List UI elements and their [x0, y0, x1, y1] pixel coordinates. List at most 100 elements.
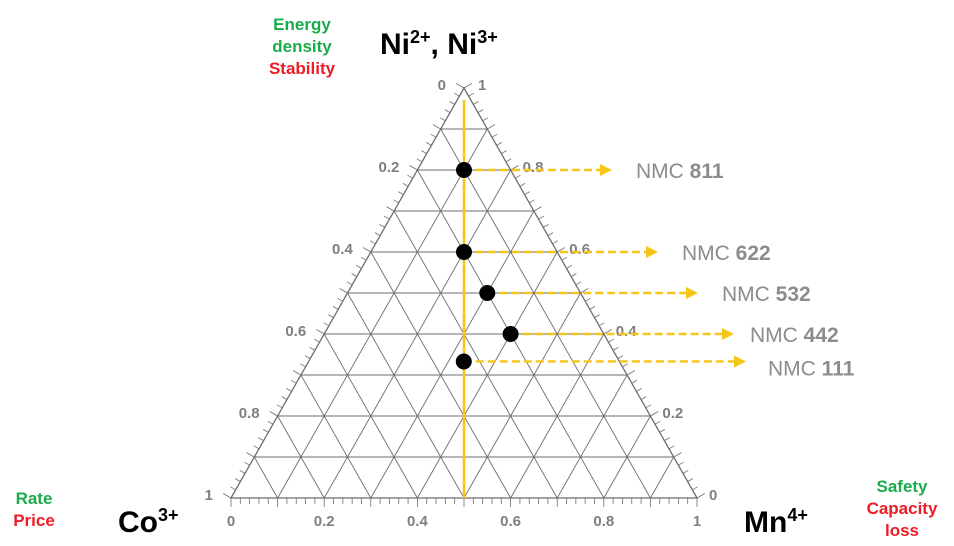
tick-mark	[515, 174, 521, 179]
tick-mark	[692, 486, 698, 491]
composition-point	[502, 326, 519, 342]
tick-mark	[356, 265, 362, 269]
tick-mark	[524, 191, 530, 195]
tick-mark	[300, 363, 306, 368]
tick-mark	[246, 452, 255, 458]
tick-mark	[304, 355, 311, 359]
top-apex-element: Ni	[380, 28, 410, 61]
grid-line	[277, 415, 325, 499]
tick-mark	[409, 165, 418, 171]
right-apex-label: Mn4+	[744, 506, 808, 540]
left-edge-tick-label: 1	[205, 487, 213, 504]
right-negative-line-1: Capacity	[866, 499, 938, 518]
top-positive-line-1: Energy	[273, 15, 331, 34]
tick-mark	[482, 117, 489, 122]
tick-mark	[496, 142, 503, 146]
composition-point	[456, 162, 472, 178]
top-properties: Energy density Stability	[252, 14, 352, 80]
composition-guides	[462, 100, 746, 498]
tick-mark	[696, 493, 706, 499]
tick-mark	[323, 322, 330, 327]
tick-mark	[631, 379, 638, 384]
tick-mark	[328, 314, 334, 318]
tick-mark	[449, 101, 455, 105]
composition-label-code: 622	[736, 242, 771, 265]
composition-label-prefix: NMC	[722, 283, 776, 306]
tick-mark	[425, 142, 432, 146]
bottom-edge-tick-label: 0	[227, 513, 235, 530]
tick-mark	[570, 273, 577, 277]
arrow-head-icon	[600, 164, 612, 176]
right-edge-tick-label: 0.2	[662, 405, 683, 422]
tick-mark	[589, 306, 596, 310]
tick-mark	[374, 232, 381, 236]
tick-mark	[258, 437, 264, 441]
top-positive-line-2: density	[272, 37, 332, 56]
tick-mark	[267, 420, 274, 425]
tick-mark	[309, 347, 316, 351]
tick-mark	[566, 265, 572, 269]
right-apex-ion: 4+	[787, 505, 808, 525]
tick-mark	[622, 363, 628, 368]
right-edge-tick-label: 0.8	[523, 159, 544, 176]
tick-mark	[384, 215, 390, 220]
grid-line	[347, 292, 465, 499]
left-apex-label: Co3+	[118, 506, 179, 540]
composition-label-code: 442	[804, 324, 839, 347]
tick-mark	[477, 109, 484, 113]
tick-mark	[510, 165, 519, 171]
composition-points	[455, 162, 519, 370]
top-apex-label: Ni2+, Ni3+	[380, 28, 498, 62]
grid-line	[393, 210, 558, 499]
tick-mark	[687, 478, 694, 482]
composition-label-code: 811	[690, 160, 724, 183]
tick-mark	[617, 355, 624, 359]
tick-mark	[402, 183, 409, 187]
tick-mark	[362, 247, 371, 253]
tick-mark	[276, 404, 283, 409]
grid-line	[370, 210, 535, 499]
composition-point	[479, 285, 496, 301]
tick-mark	[444, 109, 451, 113]
tick-mark	[487, 124, 496, 130]
tick-mark	[650, 411, 659, 417]
top-apex-separator: , Ni	[430, 28, 478, 61]
grid-line	[463, 292, 581, 499]
composition-label-prefix: NMC	[750, 324, 804, 347]
tick-mark	[580, 288, 589, 294]
composition-label: NMC 622	[682, 242, 771, 265]
tick-mark	[407, 174, 413, 179]
tick-mark	[432, 124, 441, 130]
top-negative-line-1: Stability	[268, 59, 336, 78]
tick-mark	[612, 347, 619, 351]
left-edge-tick-label: 0	[438, 77, 446, 94]
composition-label-prefix: NMC	[768, 357, 822, 380]
right-edge-tick-label: 1	[478, 77, 486, 94]
tick-mark	[575, 281, 582, 286]
right-positive-line-1: Safety	[876, 477, 928, 496]
composition-label-code: 111	[822, 357, 855, 380]
top-apex-ion-1: 2+	[410, 27, 431, 47]
tick-mark	[608, 338, 614, 343]
tick-mark	[547, 232, 554, 236]
tick-mark	[491, 133, 498, 138]
bottom-edge-tick-label: 0.8	[593, 513, 614, 530]
tick-mark	[682, 470, 689, 474]
bottom-edge-tick-label: 0.6	[500, 513, 521, 530]
left-edge-tick-label: 0.6	[285, 323, 306, 340]
grid-line	[277, 128, 488, 499]
right-edge-tick-label: 0	[709, 487, 717, 504]
left-edge-tick-label: 0.2	[379, 159, 400, 176]
bottom-edge-tick-label: 0.2	[314, 513, 335, 530]
tick-mark	[659, 429, 666, 433]
tick-mark	[239, 470, 246, 474]
composition-label: NMC 111	[768, 357, 855, 380]
tick-mark	[393, 199, 399, 204]
tick-mark	[360, 256, 367, 261]
tick-mark	[430, 133, 437, 138]
tick-mark	[501, 150, 507, 154]
left-positive-line-1: Rate	[15, 489, 53, 508]
tick-mark	[339, 288, 348, 294]
composition-label: NMC 442	[750, 324, 839, 347]
